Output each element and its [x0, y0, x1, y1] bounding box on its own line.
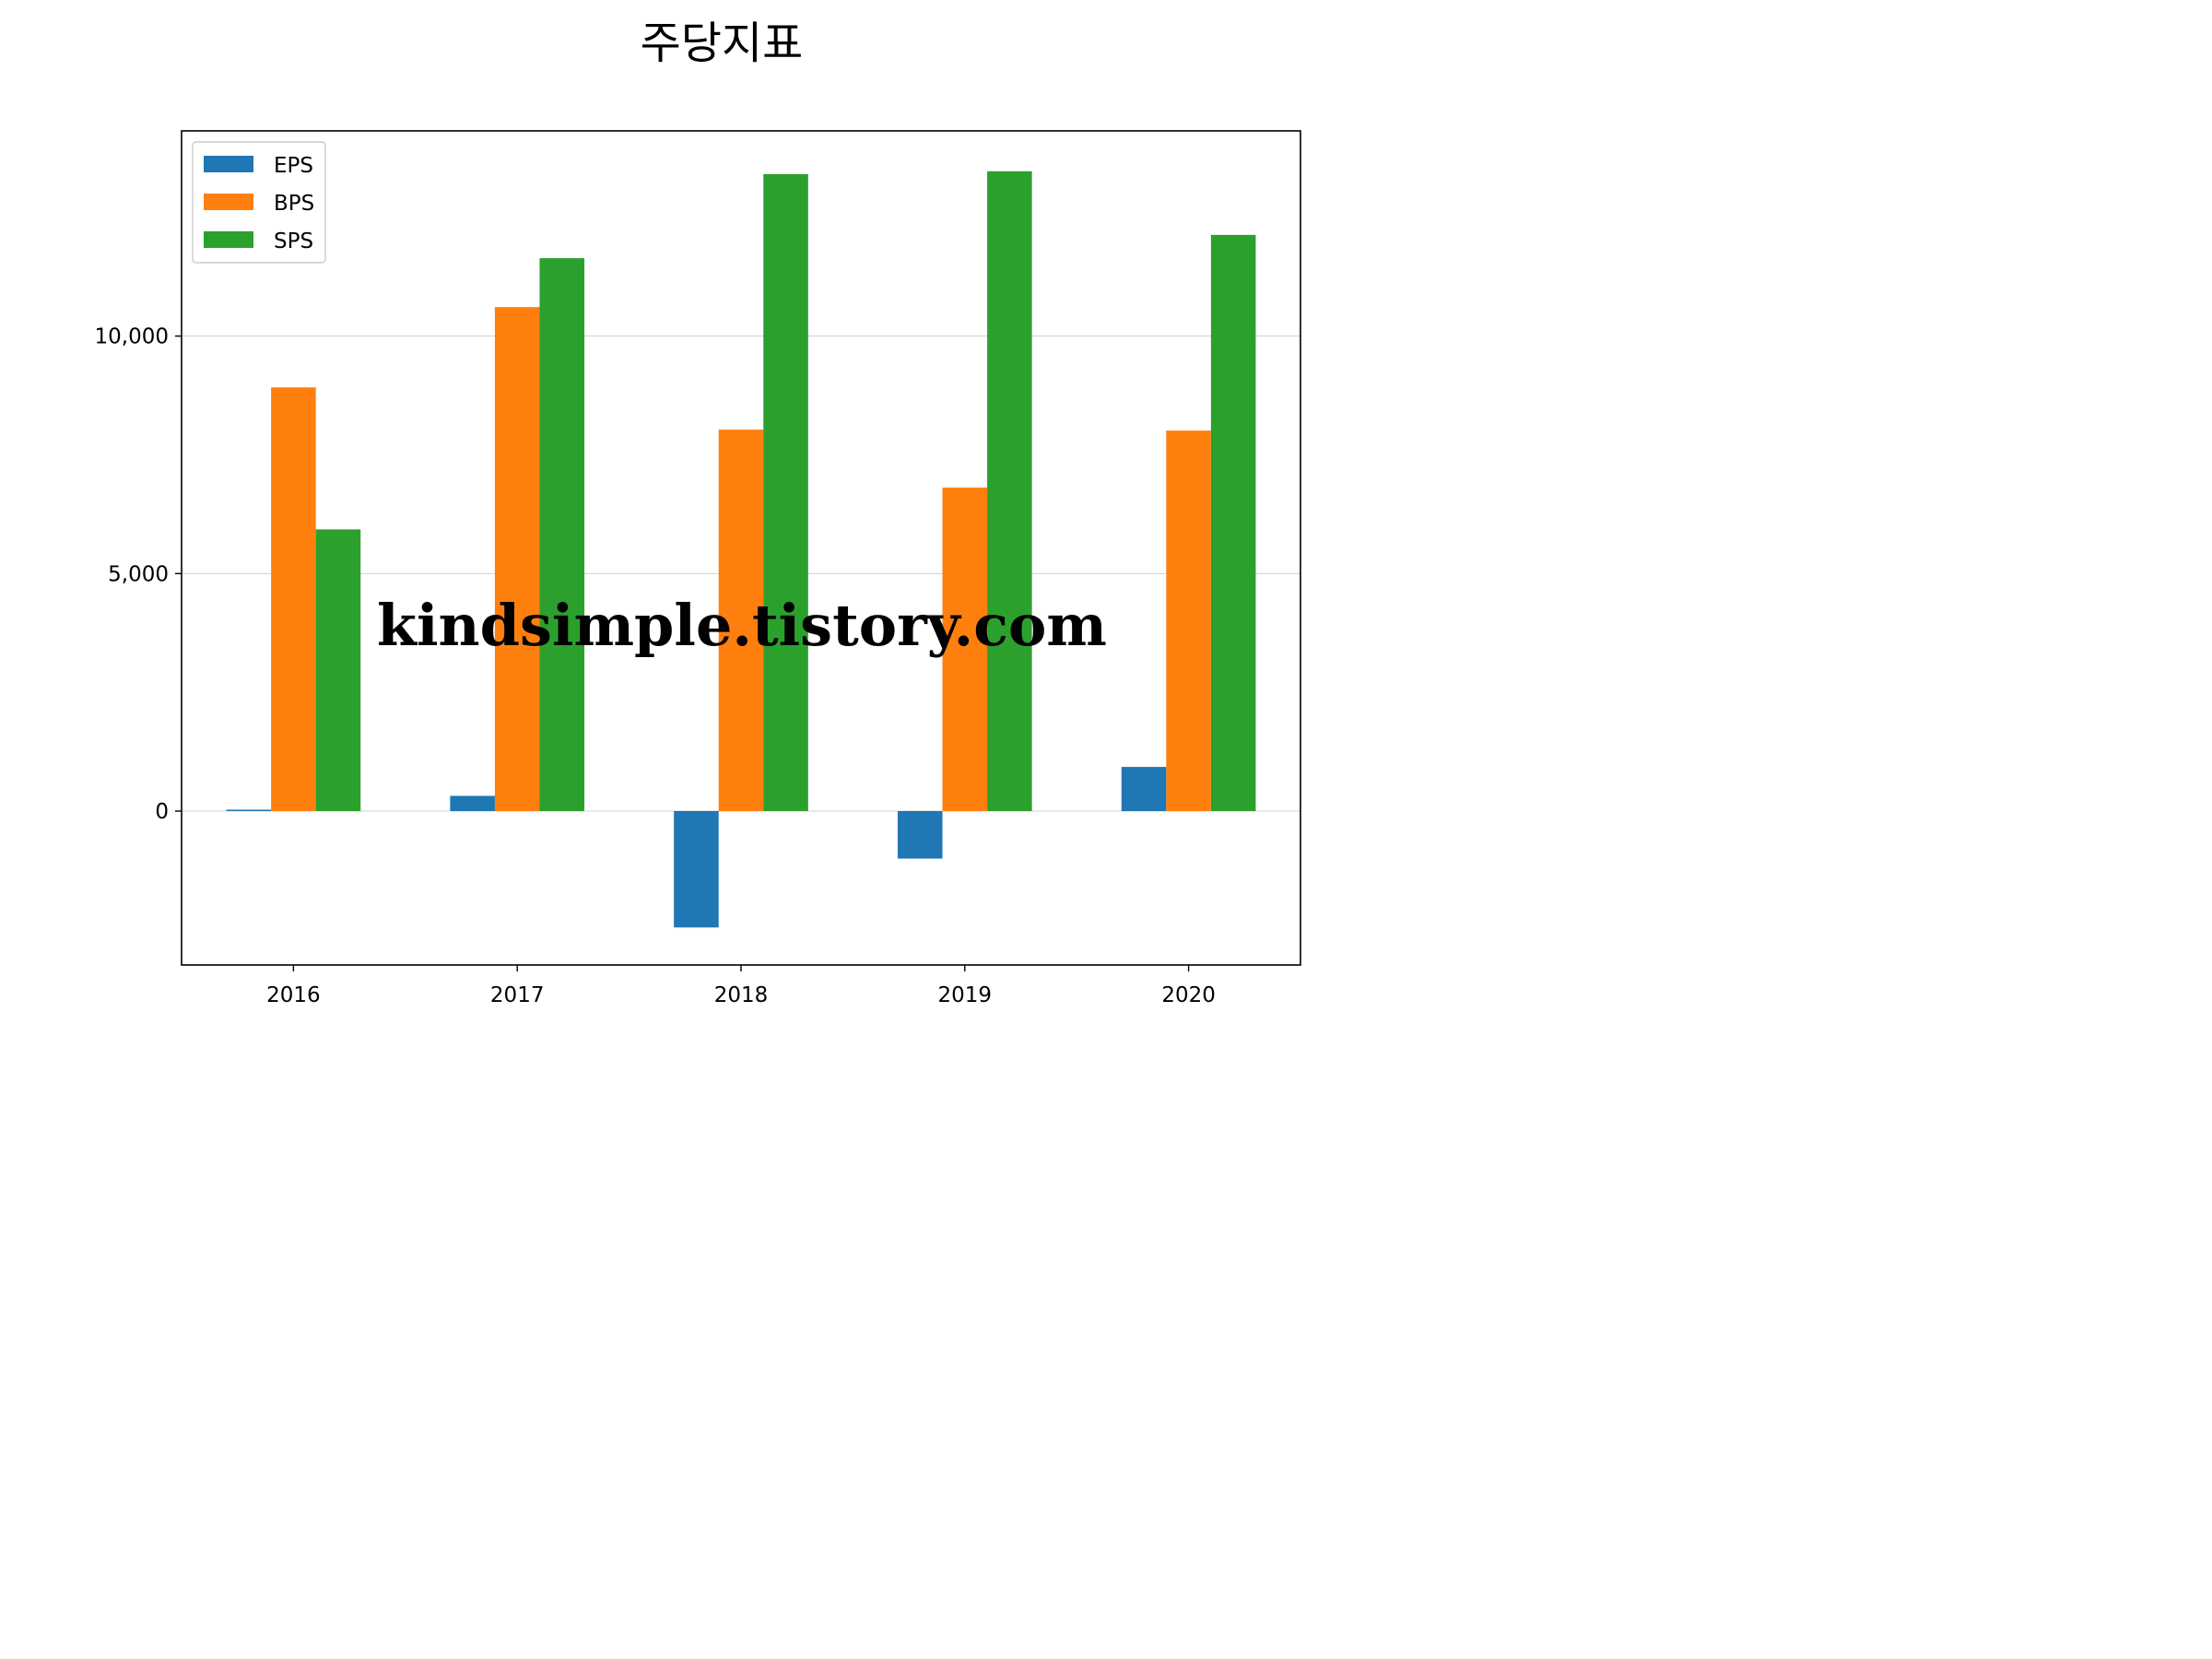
bar-bps-2020: [1166, 430, 1211, 812]
bar-eps-2016: [226, 809, 272, 812]
bar-sps-2016: [315, 529, 361, 812]
bar-sps-2017: [539, 258, 585, 812]
bar-eps-2018: [674, 811, 719, 928]
bar-bps-2016: [271, 387, 316, 812]
bar-sps-2019: [987, 171, 1032, 812]
bars: [226, 171, 1256, 928]
chart-title: 주당지표: [641, 18, 804, 69]
legend-label-eps: EPS: [274, 154, 313, 178]
legend: EPS BPS SPS: [192, 141, 326, 264]
watermark: kindsimple.tistory.com: [377, 592, 1107, 659]
bar-sps-2018: [763, 173, 808, 812]
bar-eps-2017: [450, 795, 495, 812]
x-axis: 2016 2017 2018 2019 2020: [266, 965, 1216, 1007]
chart-svg: 주당지표 0 5,000 10,000 2016 2017 2018 2019 2020 E…: [95, 18, 1301, 1007]
bar-eps-2019: [897, 811, 943, 859]
y-axis: 0 5,000 10,000: [95, 325, 182, 824]
bar-bps-2018: [718, 429, 764, 812]
bar-bps-2019: [942, 488, 988, 812]
legend-swatch-bps: [204, 194, 253, 210]
bar-bps-2017: [494, 307, 540, 812]
x-tick-label: 2020: [1161, 983, 1216, 1007]
bar-sps-2020: [1210, 234, 1256, 812]
x-tick-label: 2018: [714, 983, 769, 1007]
legend-swatch-sps: [204, 231, 253, 248]
bar-eps-2020: [1121, 767, 1167, 812]
legend-swatch-eps: [204, 156, 253, 172]
y-tick-label: 0: [155, 800, 169, 824]
x-tick-label: 2016: [266, 983, 321, 1007]
x-tick-label: 2017: [490, 983, 545, 1007]
x-tick-label: 2019: [938, 983, 993, 1007]
chart: 주당지표 0 5,000 10,000 2016 2017 2018 2019 2020 E…: [0, 0, 1443, 1082]
legend-label-sps: SPS: [274, 229, 313, 253]
y-tick-label: 10,000: [95, 325, 169, 349]
legend-label-bps: BPS: [274, 192, 314, 216]
y-tick-label: 5,000: [108, 562, 169, 586]
